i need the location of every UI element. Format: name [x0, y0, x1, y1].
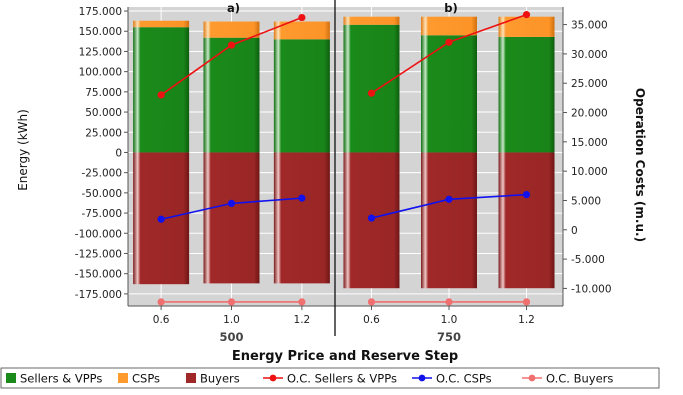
point-o-c-sellers-vpps-2: [298, 13, 306, 22]
legend-swatch-sellers-vpps: [6, 373, 16, 383]
point-o-c-csps-1: [227, 199, 236, 208]
tick-label-x-0-1: 1.0: [223, 314, 240, 326]
tick-label-right-2: 25.000: [571, 78, 608, 90]
bar-sellers-vpps-3: [343, 24, 400, 153]
legend-box: [0, 367, 660, 389]
point-o-c-buyers-2: [298, 298, 306, 306]
point-o-c-sellers-vpps-3: [367, 89, 376, 97]
legend-label-o-c-sellers-vpps: O.C. Sellers & VPPs: [287, 372, 397, 386]
bar-csps-4: [421, 16, 477, 36]
bar-csps-1: [203, 21, 260, 38]
legend-marker-o-c-buyers: [528, 374, 536, 382]
tick-label-left-10: -75.000: [81, 208, 122, 220]
tick-label-left-12: -125.000: [75, 248, 122, 260]
point-o-c-buyers-1: [227, 298, 236, 306]
tick-label-right-8: -5.000: [571, 254, 605, 266]
bar-sellers-vpps-0: [133, 27, 190, 153]
x-axis-title: Energy Price and Reserve Step: [232, 349, 458, 364]
tick-label-right-5: 10.000: [571, 166, 608, 178]
tick-label-left-6: 25.000: [85, 127, 122, 139]
tick-label-left-2: 125.000: [79, 46, 122, 58]
point-o-c-csps-0: [157, 215, 165, 223]
point-o-c-csps-4: [445, 195, 453, 203]
point-o-c-buyers-3: [367, 298, 376, 306]
y-axis-title-left: Energy (kWh): [16, 109, 30, 191]
point-o-c-sellers-vpps-0: [157, 91, 165, 99]
tick-label-left-5: 50.000: [85, 107, 122, 119]
tick-label-right-7: 0: [571, 225, 578, 237]
bar-csps-3: [343, 16, 400, 25]
tick-label-left-0: 175.000: [79, 6, 122, 18]
legend-label-o-c-csps: O.C. CSPs: [436, 372, 492, 386]
tick-label-right-9: -10.000: [571, 283, 612, 295]
bar-buyers-2: [273, 152, 330, 284]
bar-buyers-5: [498, 152, 555, 289]
bar-buyers-4: [421, 152, 477, 289]
point-o-c-sellers-vpps-4: [445, 38, 453, 46]
point-o-c-sellers-vpps-5: [522, 11, 531, 19]
tick-label-left-11: -100.000: [75, 228, 122, 240]
tick-label-left-13: -150.000: [75, 269, 122, 281]
tick-label-left-9: -50.000: [81, 188, 122, 200]
y-axis-title-right: Operation Costs (m.u.): [633, 88, 647, 242]
panel-label-1: b): [444, 1, 458, 15]
tick-label-right-4: 15.000: [571, 137, 608, 149]
group-label-1: 750: [437, 330, 461, 344]
legend-label-o-c-buyers: O.C. Buyers: [546, 372, 613, 386]
point-o-c-sellers-vpps-1: [227, 41, 236, 49]
tick-label-left-14: -175.000: [75, 289, 122, 301]
point-o-c-csps-5: [522, 191, 531, 199]
panel-label-0: a): [227, 1, 240, 15]
group-label-0: 500: [219, 330, 243, 344]
tick-label-left-8: -25.000: [81, 168, 122, 180]
point-o-c-buyers-0: [157, 298, 165, 306]
point-o-c-csps-2: [298, 194, 306, 202]
tick-label-x-1-1: 1.0: [441, 314, 458, 326]
bar-sellers-vpps-5: [498, 36, 555, 153]
legend-label-sellers-vpps: Sellers & VPPs: [20, 372, 102, 386]
legend-label-buyers: Buyers: [200, 372, 240, 386]
tick-label-left-7: 0: [115, 147, 122, 159]
bar-sellers-vpps-2: [273, 39, 330, 153]
bar-buyers-1: [203, 152, 260, 284]
bar-sellers-vpps-1: [203, 37, 260, 153]
tick-label-left-3: 100.000: [79, 67, 122, 79]
tick-label-x-0-0: 0.6: [153, 314, 170, 326]
legend-marker-o-c-csps: [418, 374, 426, 382]
bar-sellers-vpps-4: [421, 35, 477, 153]
tick-label-left-1: 150.000: [79, 26, 122, 38]
tick-label-x-1-2: 1.2: [518, 314, 535, 326]
point-o-c-csps-3: [367, 214, 376, 222]
tick-label-x-0-2: 1.2: [294, 314, 311, 326]
tick-label-right-6: 5.000: [571, 195, 601, 207]
tick-label-left-4: 75.000: [85, 87, 122, 99]
legend-swatch-buyers: [186, 373, 196, 383]
point-o-c-buyers-5: [522, 298, 531, 306]
bar-csps-5: [498, 16, 555, 37]
tick-label-right-0: 35.000: [571, 20, 608, 32]
legend-label-csps: CSPs: [132, 372, 160, 386]
bar-csps-0: [133, 20, 190, 28]
bar-csps-2: [273, 21, 330, 40]
tick-label-right-3: 20.000: [571, 108, 608, 120]
point-o-c-buyers-4: [445, 298, 453, 306]
tick-label-x-1-0: 0.6: [363, 314, 380, 326]
legend-marker-o-c-sellers-vpps: [269, 374, 277, 382]
legend-swatch-csps: [118, 373, 128, 383]
tick-label-right-1: 30.000: [571, 49, 608, 61]
